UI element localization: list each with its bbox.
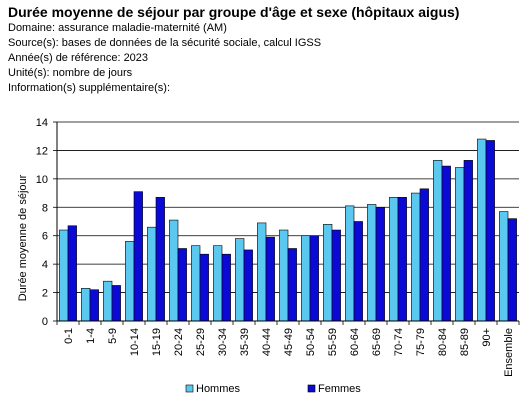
y-tick-label: 12: [36, 145, 48, 157]
legend-label-femmes: Femmes: [318, 383, 361, 395]
x-tick-label: 60-64: [349, 328, 361, 356]
bar-hommes: [147, 226, 157, 322]
legend-label-hommes: Hommes: [196, 383, 241, 395]
y-tick-labels: 0 2 4 6 8 10 12 14: [36, 117, 48, 328]
bar-femmes: [67, 225, 77, 322]
x-tick-label: 1-4: [85, 328, 97, 344]
y-tick-label: 2: [42, 288, 48, 300]
bar-femmes: [243, 249, 253, 322]
x-tick-label: 45-49: [283, 328, 295, 356]
chart-header: Durée moyenne de séjour par groupe d'âge…: [8, 4, 459, 96]
bar-hommes: [345, 205, 355, 322]
y-tick-label: 8: [42, 202, 48, 214]
bar-femmes: [133, 191, 143, 322]
bar-femmes: [265, 236, 275, 322]
domain-line: Domaine: assurance maladie-maternité (AM…: [8, 22, 227, 34]
x-tick-label: 55-59: [327, 328, 339, 356]
bar-hommes: [499, 211, 509, 322]
bar-femmes: [419, 188, 429, 322]
y-tick-label: 10: [36, 174, 48, 186]
x-tick-label: 10-14: [129, 328, 141, 356]
x-tick-label: 75-79: [415, 328, 427, 356]
bar-hommes: [213, 245, 223, 322]
x-tick-label: 70-74: [393, 328, 405, 356]
x-tick-label: Ensemble: [503, 328, 515, 377]
bar-femmes: [199, 253, 209, 322]
bar-femmes: [463, 160, 473, 322]
y-tick-label: 6: [42, 231, 48, 243]
source-line: Source(s): bases de données de la sécuri…: [8, 37, 322, 49]
bar-hommes: [59, 229, 69, 322]
x-tick-label: 25-29: [195, 328, 207, 356]
y-tick-label: 0: [42, 316, 48, 328]
bar-femmes: [507, 218, 517, 322]
bar-femmes: [287, 248, 297, 322]
x-tick-label: 30-34: [217, 328, 229, 356]
legend-swatch-femmes: [307, 384, 316, 393]
bar-hommes: [455, 167, 465, 322]
y-axis-label: Durée moyenne de séjour: [17, 174, 29, 301]
bar-hommes: [477, 138, 487, 322]
bar-hommes: [235, 238, 245, 322]
x-tick-label: 50-54: [305, 328, 317, 356]
chart-title: Durée moyenne de séjour par groupe d'âge…: [8, 4, 460, 20]
y-tick-label: 4: [42, 259, 48, 271]
bar-femmes: [155, 197, 165, 322]
bar-femmes: [331, 229, 341, 322]
bar-femmes: [309, 235, 319, 322]
x-tick-label: 40-44: [261, 328, 273, 356]
legend: Hommes Femmes: [185, 383, 361, 395]
x-tick-label: 85-89: [459, 328, 471, 356]
y-tick-label: 14: [36, 117, 48, 129]
x-tick-label: 35-39: [239, 328, 251, 356]
bar-femmes: [397, 197, 407, 322]
x-tick-labels: 0-1 1-4 5-9 10-14 15-19 20-24 25-29 30-34 35-39 4…: [63, 328, 515, 377]
x-tick-label: 5-9: [107, 328, 119, 344]
bar-femmes: [111, 285, 121, 322]
unit-line: Unité(s): nombre de jours: [8, 67, 133, 79]
bar-femmes: [353, 221, 363, 322]
x-tick-label: 65-69: [371, 328, 383, 356]
bar-femmes: [89, 289, 99, 322]
bar-hommes: [389, 197, 399, 322]
reference-year-line: Année(s) de référence: 2023: [8, 52, 149, 64]
info-line: Information(s) supplémentaire(s):: [8, 82, 171, 94]
bar-hommes: [257, 222, 267, 322]
axes: [56, 122, 519, 322]
bar-hommes: [81, 288, 91, 322]
bar-hommes: [367, 204, 377, 322]
bar-femmes: [441, 165, 451, 322]
bar-hommes: [169, 219, 179, 322]
bars: [59, 138, 517, 322]
bar-femmes: [177, 248, 187, 322]
x-tick-label: 0-1: [63, 328, 75, 344]
bar-hommes: [301, 235, 311, 322]
bar-hommes: [191, 245, 201, 322]
x-tick-label: 80-84: [437, 328, 449, 356]
x-tick-label: 15-19: [151, 328, 163, 356]
bar-femmes: [485, 140, 495, 322]
bar-hommes: [279, 229, 289, 322]
bar-hommes: [323, 224, 333, 322]
legend-swatch-hommes: [185, 384, 194, 393]
x-tick-label: 20-24: [173, 328, 185, 356]
bar-hommes: [433, 160, 443, 322]
bar-hommes: [125, 241, 135, 322]
x-tick-label: 90+: [481, 328, 493, 347]
bar-hommes: [103, 280, 113, 322]
bar-femmes: [375, 206, 385, 322]
bar-femmes: [221, 253, 231, 322]
bar-hommes: [411, 192, 421, 322]
